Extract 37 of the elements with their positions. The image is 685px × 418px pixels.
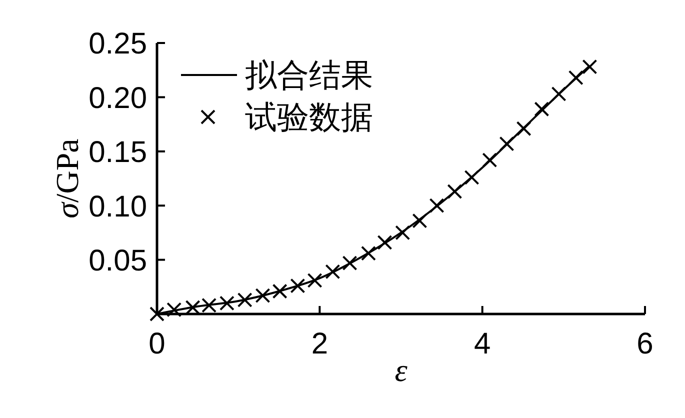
y-tick-label: 0.15: [88, 136, 147, 170]
point: [342, 256, 358, 271]
point: [551, 86, 566, 102]
point: [582, 59, 598, 74]
point: [482, 152, 498, 168]
point: [568, 70, 584, 86]
point: [150, 306, 164, 322]
point: [395, 225, 410, 240]
point: [255, 288, 270, 304]
point: [325, 264, 340, 280]
point: [516, 121, 532, 136]
point: [377, 234, 392, 250]
point: [429, 198, 444, 214]
y-tick-label: 0.05: [88, 244, 147, 278]
legend-label: 拟合结果: [245, 55, 373, 96]
point: [464, 170, 480, 185]
y-axis-title: σ/GPa: [49, 138, 85, 218]
point: [290, 278, 306, 294]
y-tick-label: 0.10: [88, 190, 147, 224]
x-tick-label: 6: [636, 327, 654, 360]
y-tick-label: 0.20: [88, 82, 147, 115]
x-axis-title: ε: [394, 352, 408, 388]
point: [219, 296, 234, 311]
point: [447, 184, 462, 200]
x-tick-label: 4: [474, 327, 491, 360]
x-tick-label: 2: [311, 327, 328, 360]
point: [499, 136, 514, 152]
point: [237, 292, 252, 308]
x-tick-label: 0: [148, 327, 166, 360]
legend-label: 试验数据: [245, 97, 373, 138]
point: [307, 272, 322, 288]
point: [534, 102, 550, 117]
point: [360, 246, 376, 261]
point: [272, 284, 288, 299]
point: [166, 302, 182, 318]
point: [412, 213, 428, 228]
y-tick-label: 0.25: [88, 28, 147, 61]
